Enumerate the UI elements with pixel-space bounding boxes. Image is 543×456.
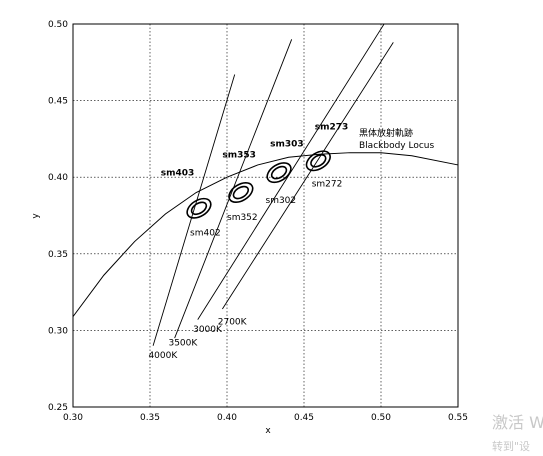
y-tick-label: 0.25	[48, 403, 68, 413]
y-tick-label: 0.30	[48, 326, 68, 336]
annotation-4000K: 4000K	[148, 351, 178, 361]
grid-lines	[73, 24, 458, 407]
annotations: sm403 sm353 sm303 sm273 sm402 sm352 sm302 sm272…	[148, 123, 348, 361]
x-tick-label: 0.30	[63, 413, 83, 423]
y-axis-label: y	[31, 213, 41, 219]
watermark-line2: 转到"设	[492, 439, 530, 453]
tick-labels: 0.30 0.35 0.40 0.45 0.50 0.550.250.300.350.40…	[48, 20, 468, 423]
annotation-sm273: sm273	[315, 123, 349, 133]
x-tick-label: 0.35	[140, 413, 160, 423]
macadam-ellipse	[270, 165, 288, 180]
y-tick-label: 0.50	[48, 20, 68, 30]
x-tick-label: 0.45	[294, 413, 314, 423]
macadam-ellipse	[190, 201, 208, 216]
annotation-sm352: sm352	[227, 213, 258, 223]
annotation-3500K: 3500K	[168, 339, 198, 349]
annotation-2700K: 2700K	[218, 317, 248, 327]
watermark-line1: 激活 W	[492, 413, 543, 432]
macadam-ellipse	[228, 182, 254, 204]
x-tick-label: 0.55	[448, 413, 468, 423]
y-tick-label: 0.40	[48, 173, 68, 183]
curves	[72, 23, 459, 346]
annotation-sm403: sm403	[161, 169, 195, 179]
x-axis-label: x	[265, 426, 271, 436]
x-tick-label: 0.40	[217, 413, 237, 423]
macadam-ellipse	[232, 185, 250, 200]
y-tick-label: 0.35	[48, 250, 68, 260]
macadam-ellipse	[266, 162, 292, 184]
blackbody-label-en: Blackbody Locus	[359, 141, 434, 151]
isotherm-2700K	[222, 42, 394, 310]
macadam-ellipse	[305, 150, 331, 172]
annotation-sm272: sm272	[312, 179, 343, 189]
macadam-ellipses	[186, 150, 331, 219]
blackbody-locus	[72, 152, 459, 317]
annotation-sm303: sm303	[270, 140, 304, 150]
annotation-sm353: sm353	[222, 150, 256, 160]
annotation-sm302: sm302	[266, 196, 297, 206]
annotation-sm402: sm402	[190, 228, 221, 238]
isotherm-4000K	[152, 74, 236, 346]
plot-frame	[72, 23, 459, 408]
blackbody-label-cn: 黒体放射軌跡	[359, 127, 413, 139]
x-tick-label: 0.50	[371, 413, 391, 423]
macadam-ellipse	[310, 154, 327, 168]
annotation-3000K: 3000K	[193, 325, 223, 335]
macadam-ellipse	[186, 197, 212, 219]
y-tick-label: 0.45	[48, 97, 68, 107]
